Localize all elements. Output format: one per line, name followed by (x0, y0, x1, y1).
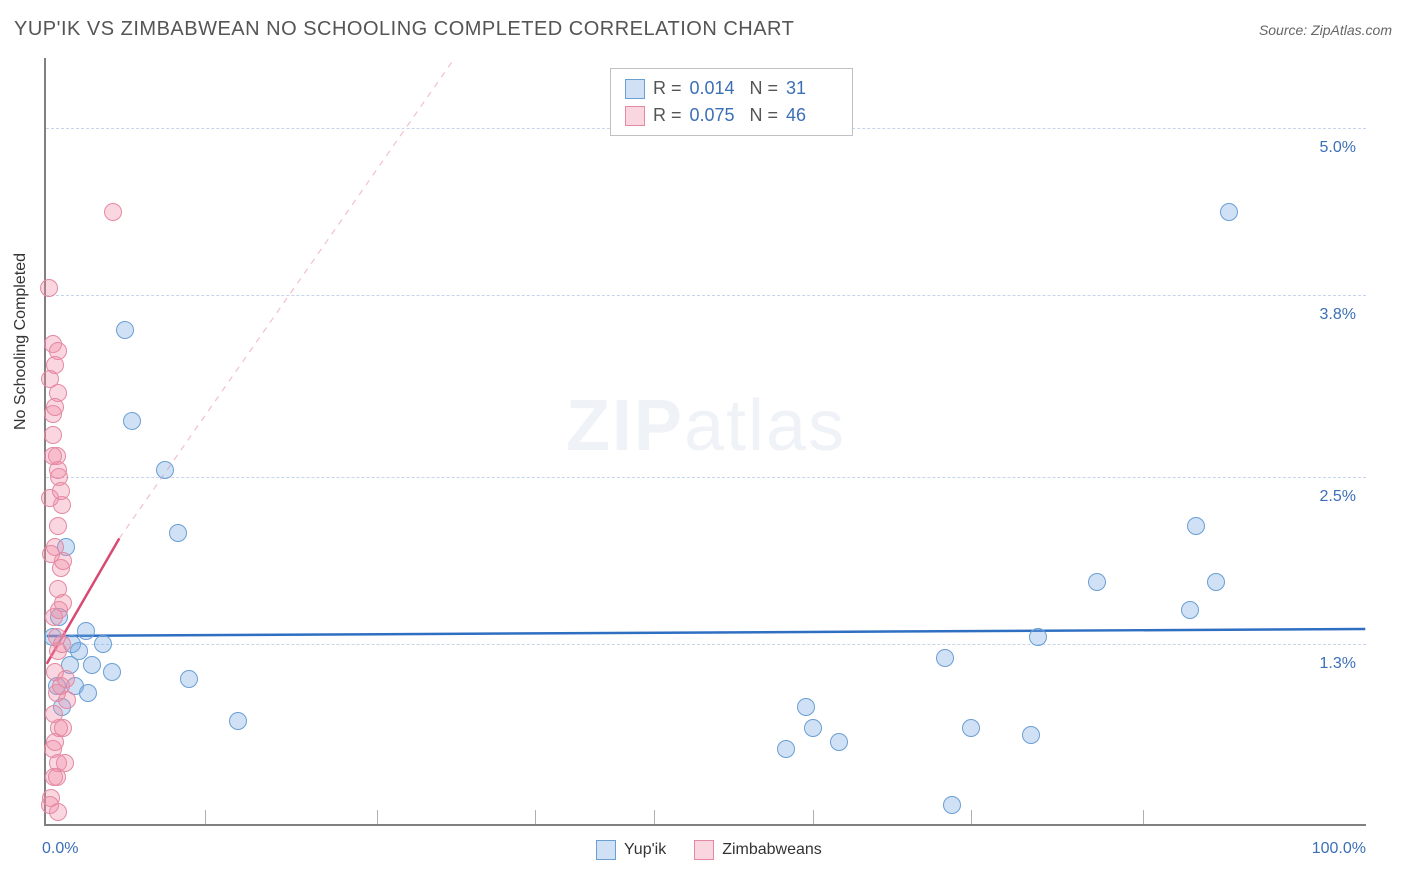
data-point (57, 670, 75, 688)
tick-v (813, 810, 814, 824)
data-point (103, 663, 121, 681)
stat-r: 0.014 (690, 75, 742, 102)
data-point (56, 754, 74, 772)
data-point (49, 517, 67, 535)
legend-swatch (625, 79, 645, 99)
series-legend: Yup'ik Zimbabweans (596, 840, 822, 860)
stat-label: R = (653, 75, 682, 102)
data-point (53, 635, 71, 653)
legend-swatch (596, 840, 616, 860)
x-tick-label: 0.0% (42, 840, 78, 858)
stat-n: 31 (786, 75, 838, 102)
data-point (44, 426, 62, 444)
y-tick-label: 5.0% (1320, 139, 1356, 157)
legend-swatch (694, 840, 714, 860)
data-point (94, 635, 112, 653)
stat-label: R = (653, 102, 682, 129)
data-point (1207, 573, 1225, 591)
stats-row: R = 0.075 N = 46 (625, 102, 838, 129)
data-point (830, 733, 848, 751)
data-point (936, 649, 954, 667)
data-point (1181, 601, 1199, 619)
data-point (49, 342, 67, 360)
gridline-h (46, 295, 1366, 296)
y-tick-label: 2.5% (1320, 488, 1356, 506)
data-point (1088, 573, 1106, 591)
gridline-h (46, 477, 1366, 478)
data-point (1187, 517, 1205, 535)
data-point (77, 622, 95, 640)
x-tick-label: 100.0% (1312, 840, 1366, 858)
data-point (54, 594, 72, 612)
tick-v (1143, 810, 1144, 824)
legend-label: Yup'ik (624, 841, 666, 859)
data-point (83, 656, 101, 674)
data-point (777, 740, 795, 758)
y-tick-label: 3.8% (1320, 306, 1356, 324)
data-point (804, 719, 822, 737)
data-point (104, 203, 122, 221)
tick-v (654, 810, 655, 824)
data-point (1022, 726, 1040, 744)
tick-v (377, 810, 378, 824)
trend-line (119, 58, 600, 538)
data-point (41, 796, 59, 814)
data-point (79, 684, 97, 702)
stats-row: R = 0.014 N = 31 (625, 75, 838, 102)
data-point (44, 447, 62, 465)
data-point (54, 719, 72, 737)
stat-label: N = (750, 102, 779, 129)
data-point (169, 524, 187, 542)
data-point (42, 545, 60, 563)
watermark: ZIPatlas (566, 385, 846, 467)
legend-swatch (625, 106, 645, 126)
legend-item: Yup'ik (596, 840, 666, 860)
scatter-chart: ZIPatlas 1.3%2.5%3.8%5.0%0.0%100.0%R =0.… (44, 58, 1366, 826)
data-point (1029, 628, 1047, 646)
data-point (40, 279, 58, 297)
data-point (962, 719, 980, 737)
tick-v (535, 810, 536, 824)
tick-v (971, 810, 972, 824)
data-point (180, 670, 198, 688)
data-point (797, 698, 815, 716)
source-credit: Source: ZipAtlas.com (1259, 22, 1392, 38)
data-point (156, 461, 174, 479)
data-point (229, 712, 247, 730)
stat-n: 46 (786, 102, 838, 129)
data-point (46, 398, 64, 416)
data-point (58, 691, 76, 709)
y-axis-label: No Schooling Completed (12, 253, 30, 430)
legend-item: Zimbabweans (694, 840, 822, 860)
data-point (116, 321, 134, 339)
tick-v (205, 810, 206, 824)
stat-label: N = (750, 75, 779, 102)
data-point (52, 482, 70, 500)
trend-line (47, 629, 1366, 636)
legend-label: Zimbabweans (722, 841, 822, 859)
y-tick-label: 1.3% (1320, 655, 1356, 673)
stat-r: 0.075 (690, 102, 742, 129)
chart-title: YUP'IK VS ZIMBABWEAN NO SCHOOLING COMPLE… (14, 18, 794, 41)
data-point (123, 412, 141, 430)
gridline-h (46, 644, 1366, 645)
data-point (943, 796, 961, 814)
data-point (1220, 203, 1238, 221)
stats-legend: R = 0.014 N = 31 R = 0.075 N = 46 (610, 68, 853, 136)
